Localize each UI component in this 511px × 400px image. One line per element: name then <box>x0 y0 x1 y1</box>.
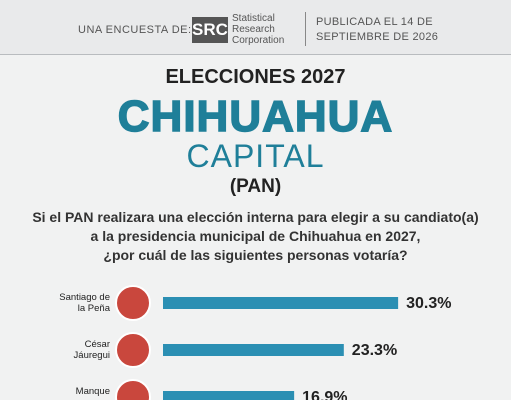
category-label: Santiago de la Peña <box>59 292 110 314</box>
question-line: Si el PAN realizara una elección interna… <box>32 209 479 225</box>
intro: UNA ENCUESTA DE: <box>78 24 192 36</box>
published-line: PUBLICADA EL 14 DE <box>316 16 433 28</box>
bar <box>163 297 399 309</box>
header-band <box>0 0 511 55</box>
published: PUBLICADA EL 14 DE SEPTIEMBRE DE 2026 <box>316 15 438 45</box>
question-line: a la presidencia municipal de Chihuahua … <box>90 228 421 244</box>
org-name: Statistical Research Corporation <box>232 13 284 46</box>
chart-title: ELECCIONES 2027 <box>165 66 346 88</box>
bar-chart: 30.3% 23.3% 16.9% <box>115 285 452 400</box>
category-label: César Jáuregui <box>73 339 110 361</box>
chart-subtitle: CAPITAL <box>186 138 325 174</box>
question-line: ¿por cuál de las siguientes personas vot… <box>103 247 408 263</box>
org-line: Statistical <box>232 13 275 24</box>
bar <box>163 391 295 400</box>
value-label: 16.9% <box>302 389 347 400</box>
separator <box>305 12 306 46</box>
published-line: SEPTIEMBRE DE 2026 <box>316 31 439 43</box>
value-label: 23.3% <box>352 342 397 359</box>
category-label: Manque <box>75 386 110 397</box>
question: Si el PAN realizara una elección interna… <box>0 208 511 265</box>
avatar <box>115 379 151 400</box>
chart-subtitle: CHIHUAHUA <box>117 91 394 142</box>
org-line: Research <box>232 24 275 35</box>
logo: SRC <box>192 17 228 43</box>
bar <box>163 344 344 356</box>
avatar <box>115 332 151 368</box>
value-label: 30.3% <box>406 295 451 312</box>
chart-subtitle: (PAN) <box>229 176 282 197</box>
avatar <box>115 285 151 321</box>
org-line: Corporation <box>232 35 285 46</box>
